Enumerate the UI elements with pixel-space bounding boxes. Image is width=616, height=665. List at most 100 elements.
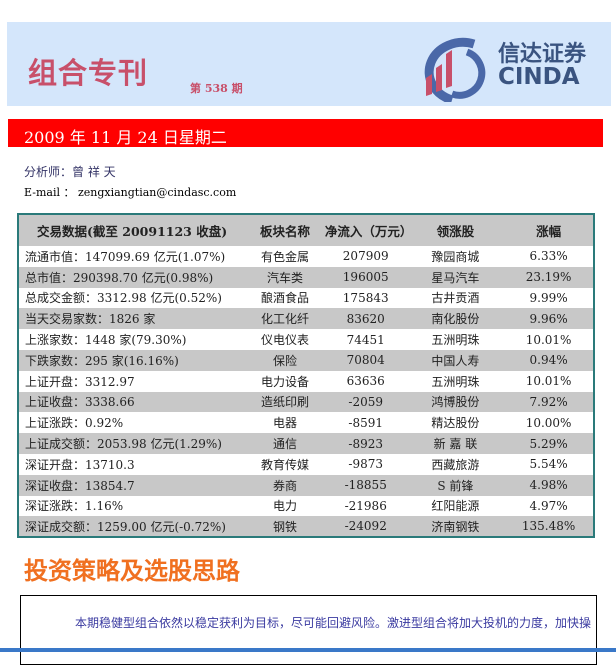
logo-text-en: CINDA [498, 64, 580, 90]
table-row: 深证收盘：13854.7 券商 -18855 S 前锋 4.98% [18, 474, 594, 496]
table-row: 上证开盘：3312.97 电力设备 63636 五洲明珠 10.01% [18, 371, 594, 392]
net-inflow-cell: 70804 [324, 349, 407, 371]
leading-stock-cell: 南化股份 [406, 308, 505, 330]
net-inflow-cell: 83620 [324, 308, 407, 330]
net-inflow-cell: 207909 [342, 249, 389, 264]
sector-cell: 酿酒食品 [260, 291, 309, 306]
leading-stock-cell: 西藏旅游 [431, 457, 480, 472]
table-row: 流通市值：147099.69 亿元(1.07%) 有色金属 207909 豫园商城 6.… [18, 246, 594, 267]
trade-data-cell: 上证成交额：2053.98 亿元(1.29%) [18, 433, 246, 454]
leading-stock-cell: 鸿博股份 [406, 391, 505, 413]
table-row: 上涨家数：1448 家(79.30%) 仪电仪表 74451 五洲明珠 10.01% [18, 329, 594, 350]
strategy-paragraph: 本期稳健型组合依然以稳定获利为目标，尽可能回避风险。激进型组合将加大投机的力度，… [75, 616, 591, 630]
date-bar: 2009 年 11 月 24 日星期二 [8, 119, 603, 147]
cinda-logo: 信达证券 CINDA [412, 32, 607, 102]
trade-data-cell: 总成交金额：3312.98 亿元(0.52%) [25, 291, 222, 306]
section-title: 投资策略及选股思路 [24, 557, 240, 585]
trade-data-cell: 上证收盘：3338.66 [18, 391, 246, 413]
trade-data-cell: 深证收盘：13854.7 [18, 474, 246, 496]
net-inflow-cell: -9873 [348, 457, 383, 472]
change-cell: 23.19% [504, 266, 594, 288]
change-cell: 135.48% [504, 516, 594, 538]
table-row: 上证涨跌：0.92% 电器 -8591 精达股份 10.00% [18, 412, 594, 433]
trade-data-cell: 深证涨跌：1.16% [25, 499, 124, 514]
net-inflow-cell: 175843 [342, 290, 389, 305]
table-row: 深证成交额：1259.00 亿元(-0.72%) 钢铁 -24092 济南钢铁 135.… [18, 516, 594, 538]
table-row: 总成交金额：3312.98 亿元(0.52%) 酿酒食品 175843 古井贡酒 9.9… [18, 288, 594, 309]
change-cell: 6.33% [529, 249, 568, 264]
net-inflow-cell: -8923 [324, 433, 407, 454]
sector-cell: 钢铁 [245, 516, 325, 538]
analyst-name: 分析师：曾 祥 天 [24, 165, 116, 179]
leading-stock-cell: 中国人寿 [406, 349, 505, 371]
sector-cell: 通信 [245, 433, 325, 454]
strategy-box: 本期稳健型组合依然以稳定获利为目标，尽可能回避风险。激进型组合将加大投机的力度，… [20, 595, 597, 665]
sector-cell: 汽车类 [245, 266, 325, 288]
table-header-row: 交易数据(截至 20091123 收盘) 板块名称 净流入（万元） 领涨股 涨幅 [18, 214, 594, 246]
logo-text-cn: 信达证券 [498, 42, 587, 67]
leading-stock-cell: 五洲明珠 [431, 374, 480, 389]
header-net-inflow: 净流入（万元） [324, 214, 412, 246]
analyst-email: E-mail ： zengxiangtian@cindasc.com [24, 186, 237, 199]
table-row: 当天交易家数：1826 家化工化纤 83620 南化股份 9.96% [18, 308, 594, 330]
table-row: 下跌家数：295 家(16.16%) 保险 70804 中国人寿 0.94% [18, 349, 594, 371]
issue-number: 第 538 期 [190, 82, 243, 95]
trade-data-cell: 上涨家数：1448 家(79.30%) [25, 333, 187, 348]
table-row: 总市值：290398.70 亿元(0.98%) 汽车类 196005 星马汽车 23.1… [18, 266, 594, 288]
trade-data-cell: 当天交易家数：1826 家 [18, 308, 246, 330]
sector-cell: 保险 [245, 349, 325, 371]
table-row: 上证成交额：2053.98 亿元(1.29%) 通信 -8923 新 嘉 联 5.29% [18, 433, 594, 454]
bottom-strip [0, 648, 616, 652]
table-row: 深证开盘：13710.3 教育传媒 -9873 西藏旅游 5.54% [18, 454, 594, 475]
net-inflow-cell: -21986 [344, 498, 387, 513]
net-inflow-cell: -8591 [348, 415, 383, 430]
change-cell: 5.29% [504, 433, 594, 454]
net-inflow-cell: 74451 [346, 332, 385, 347]
leading-stock-cell: 星马汽车 [406, 266, 505, 288]
sector-cell: 教育传媒 [260, 457, 309, 472]
sector-cell: 电器 [272, 416, 297, 431]
sector-cell: 有色金属 [260, 249, 309, 264]
table-row: 深证涨跌：1.16% 电力 -21986 红阳能源 4.97% [18, 496, 594, 517]
sector-cell: 仪电仪表 [260, 333, 309, 348]
sector-cell: 电力 [272, 499, 297, 514]
net-inflow-cell: 196005 [324, 266, 407, 288]
sector-cell: 造纸印刷 [245, 391, 325, 413]
cinda-logo-icon [424, 37, 486, 102]
net-inflow-cell: -2059 [324, 391, 407, 413]
change-cell: 4.98% [504, 474, 594, 496]
header-leading-stock: 领涨股 [406, 214, 505, 246]
change-cell: 0.94% [504, 349, 594, 371]
sector-cell: 化工化纤 [245, 308, 325, 330]
leading-stock-cell: 精达股份 [431, 416, 480, 431]
trade-data-cell: 流通市值：147099.69 亿元(1.07%) [25, 249, 226, 264]
leading-stock-cell: 新 嘉 联 [406, 433, 505, 454]
net-inflow-cell: -18855 [324, 474, 407, 496]
sector-cell: 券商 [245, 474, 325, 496]
leading-stock-cell: 红阳能源 [431, 499, 480, 514]
trade-data-cell: 上证涨跌：0.92% [25, 416, 124, 431]
header-sector: 板块名称 [245, 214, 325, 246]
leading-stock-cell: 古井贡酒 [431, 291, 480, 306]
change-cell: 4.97% [529, 498, 568, 513]
leading-stock-cell: 豫园商城 [431, 249, 480, 264]
market-data-table: 交易数据(截至 20091123 收盘) 板块名称 净流入（万元） 领涨股 涨幅… [17, 213, 595, 539]
net-inflow-cell: -24092 [324, 516, 407, 538]
leading-stock-cell: 五洲明珠 [431, 333, 480, 348]
leading-stock-cell: 济南钢铁 [406, 516, 505, 538]
leading-stock-cell: S 前锋 [406, 474, 505, 496]
trade-data-cell: 上证开盘：3312.97 [25, 374, 135, 389]
header-change: 涨幅 [504, 214, 594, 246]
table-row: 上证收盘：3338.66 造纸印刷 -2059 鸿博股份 7.92% [18, 391, 594, 413]
trade-data-cell: 深证开盘：13710.3 [25, 457, 135, 472]
sector-cell: 电力设备 [260, 374, 309, 389]
change-cell: 7.92% [504, 391, 594, 413]
change-cell: 9.96% [504, 308, 594, 330]
change-cell: 10.00% [525, 415, 572, 430]
change-cell: 10.01% [525, 374, 572, 389]
net-inflow-cell: 63636 [346, 374, 385, 389]
publication-title: 组合专刊 [28, 56, 149, 90]
change-cell: 5.54% [529, 457, 568, 472]
header-trade-data: 交易数据(截至 20091123 收盘) [18, 214, 246, 246]
header-band: 组合专刊 第 538 期 信达证券 CINDA [7, 22, 611, 106]
